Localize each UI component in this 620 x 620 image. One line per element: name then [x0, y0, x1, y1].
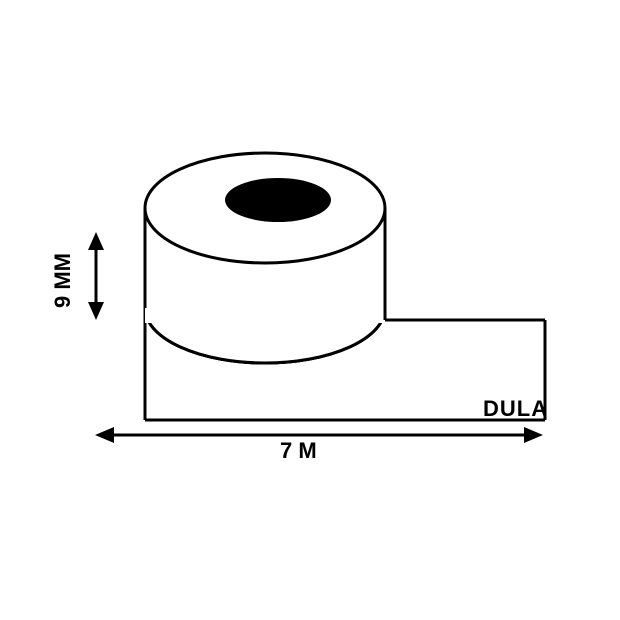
height-dimension-label: 9 MM — [50, 253, 76, 308]
brand-label: DULA — [483, 396, 548, 422]
roll-core — [225, 178, 331, 222]
height-dimension-arrow — [88, 232, 104, 320]
width-dimension-arrow — [95, 427, 543, 443]
diagram-canvas: 9 MM 7 M DULA — [0, 0, 620, 620]
tape-roll-diagram — [0, 0, 620, 620]
width-dimension-label: 7 M — [280, 438, 317, 464]
